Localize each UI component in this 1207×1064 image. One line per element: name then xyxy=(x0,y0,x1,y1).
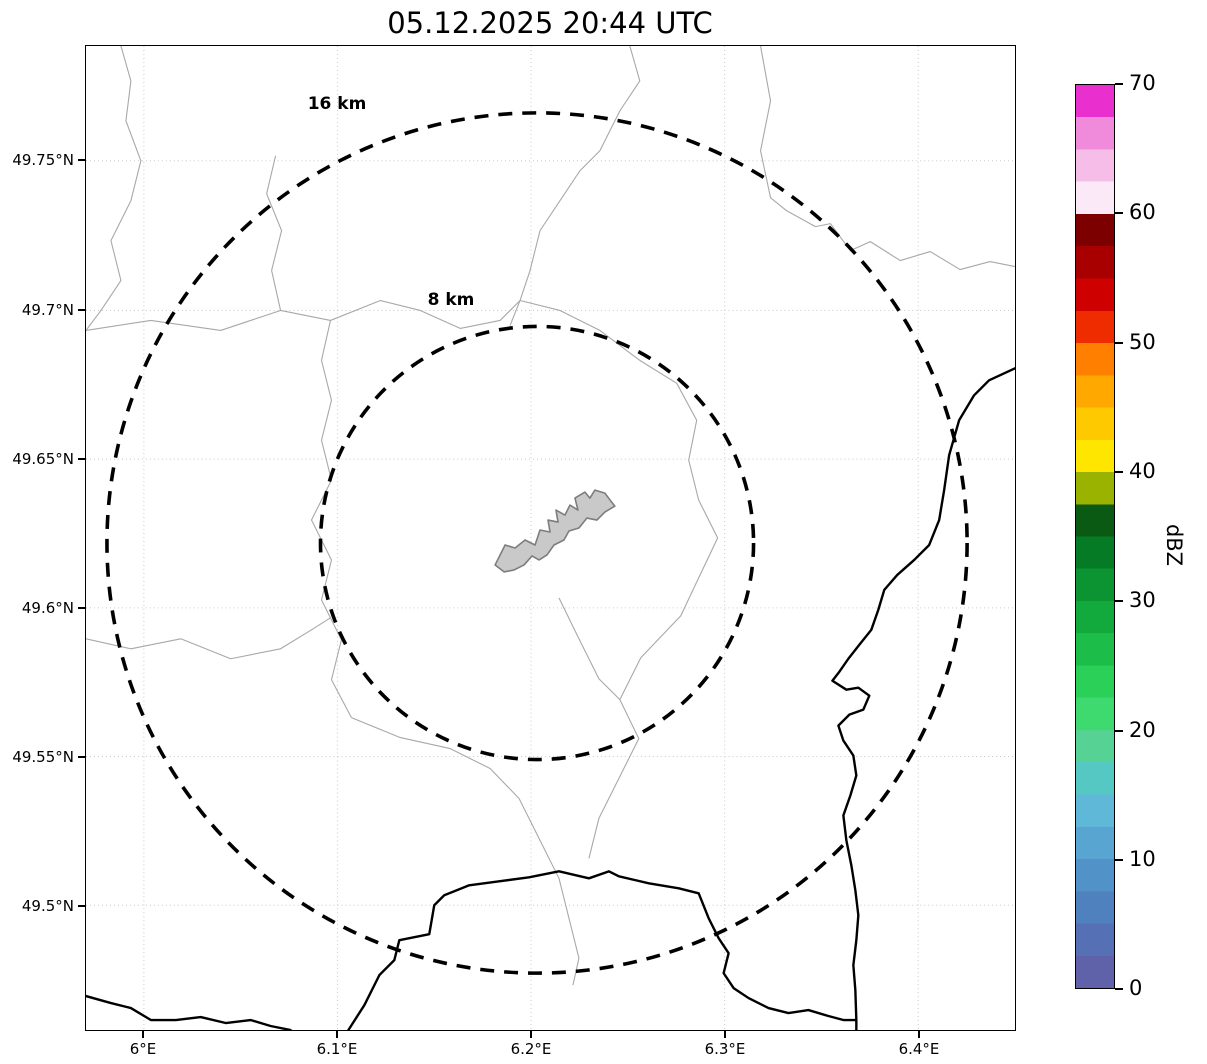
y-tick-mark xyxy=(78,607,85,609)
colorbar xyxy=(1075,84,1115,989)
colorbar-tick-mark xyxy=(1115,471,1123,473)
y-tick-mark xyxy=(78,159,85,161)
colorbar-tick-mark xyxy=(1115,988,1123,990)
range-ring-16km-label: 16 km xyxy=(307,94,367,114)
graticule-gridlines xyxy=(86,46,1015,1030)
y-tick-mark xyxy=(78,458,85,460)
south-border-west xyxy=(86,994,292,1030)
y-tick-mark xyxy=(78,756,85,758)
plot-title: 05.12.2025 20:44 UTC xyxy=(387,6,713,40)
y-tick-label: 49.6°N xyxy=(21,599,74,617)
y-tick-label: 49.65°N xyxy=(12,450,74,468)
x-tick-mark xyxy=(918,1031,920,1038)
x-tick-label: 6.1°E xyxy=(316,1040,358,1058)
x-tick-label: 6°E xyxy=(129,1040,157,1058)
x-tick-label: 6.2°E xyxy=(510,1040,552,1058)
colorbar-tick-label: 40 xyxy=(1129,459,1156,483)
y-tick-mark xyxy=(78,309,85,311)
colorbar-tick-label: 60 xyxy=(1129,200,1156,224)
east-river-border xyxy=(831,367,1015,1030)
x-tick-mark xyxy=(142,1031,144,1038)
city-polygon xyxy=(494,489,616,573)
colorbar-tick-mark xyxy=(1115,342,1123,344)
range-ring-8km-label: 8 km xyxy=(427,290,475,310)
south-border-main xyxy=(347,870,858,1030)
y-tick-label: 49.55°N xyxy=(12,748,74,766)
colorbar-tick-label: 30 xyxy=(1129,588,1156,612)
colorbar-tick-label: 20 xyxy=(1129,718,1156,742)
y-tick-label: 49.75°N xyxy=(12,151,74,169)
x-tick-label: 6.4°E xyxy=(898,1040,940,1058)
colorbar-gradient xyxy=(1076,85,1114,988)
range-ring-8km xyxy=(318,324,756,762)
colorbar-tick-label: 0 xyxy=(1129,976,1143,1000)
y-tick-label: 49.5°N xyxy=(21,897,74,915)
colorbar-tick-mark xyxy=(1115,859,1123,861)
x-tick-label: 6.3°E xyxy=(704,1040,746,1058)
colorbar-tick-label: 70 xyxy=(1129,71,1156,95)
x-tick-mark xyxy=(336,1031,338,1038)
colorbar-tick-mark xyxy=(1115,730,1123,732)
map-plot-area xyxy=(85,45,1016,1031)
range-rings xyxy=(105,111,969,975)
range-ring-16km xyxy=(105,111,969,975)
map-canvas xyxy=(86,46,1015,1030)
colorbar-tick-mark xyxy=(1115,212,1123,214)
colorbar-tick-mark xyxy=(1115,600,1123,602)
colorbar-axis-label: dBZ xyxy=(1162,523,1186,567)
x-tick-mark xyxy=(530,1031,532,1038)
y-tick-label: 49.7°N xyxy=(21,301,74,319)
colorbar-tick-label: 10 xyxy=(1129,847,1156,871)
country-borders xyxy=(86,367,1015,1030)
admin-borders xyxy=(86,46,1015,986)
colorbar-tick-mark xyxy=(1115,83,1123,85)
colorbar-tick-label: 50 xyxy=(1129,330,1156,354)
y-tick-mark xyxy=(78,905,85,907)
x-tick-mark xyxy=(724,1031,726,1038)
